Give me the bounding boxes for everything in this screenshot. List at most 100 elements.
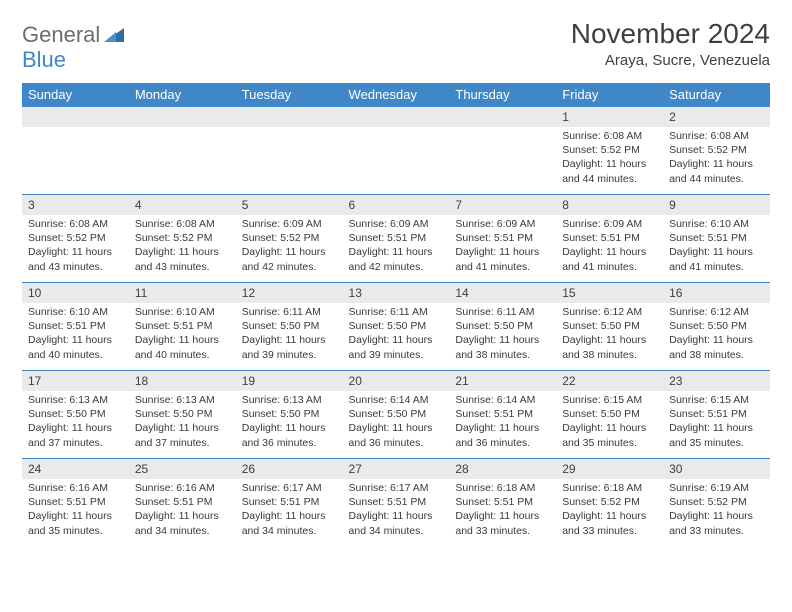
day-line: Daylight: 11 hours (242, 333, 337, 347)
calendar-cell (449, 107, 556, 195)
calendar-cell: 28Sunrise: 6:18 AMSunset: 5:51 PMDayligh… (449, 459, 556, 547)
month-title: November 2024 (571, 18, 770, 50)
day-content: Sunrise: 6:15 AMSunset: 5:50 PMDaylight:… (556, 391, 663, 452)
day-line: Sunrise: 6:10 AM (669, 217, 764, 231)
logo-text-blue: Blue (22, 47, 770, 73)
calendar-cell: 6Sunrise: 6:09 AMSunset: 5:51 PMDaylight… (343, 195, 450, 283)
calendar-cell: 27Sunrise: 6:17 AMSunset: 5:51 PMDayligh… (343, 459, 450, 547)
calendar-head: SundayMondayTuesdayWednesdayThursdayFrid… (22, 83, 770, 107)
day-content: Sunrise: 6:08 AMSunset: 5:52 PMDaylight:… (663, 127, 770, 188)
day-line: Daylight: 11 hours (135, 333, 230, 347)
day-line: Sunrise: 6:14 AM (349, 393, 444, 407)
day-number: 3 (22, 195, 129, 215)
day-number: 15 (556, 283, 663, 303)
day-content: Sunrise: 6:10 AMSunset: 5:51 PMDaylight:… (663, 215, 770, 276)
day-line: Daylight: 11 hours (455, 333, 550, 347)
day-line: and 33 minutes. (562, 524, 657, 538)
day-content: Sunrise: 6:17 AMSunset: 5:51 PMDaylight:… (343, 479, 450, 540)
day-line: Daylight: 11 hours (669, 333, 764, 347)
logo-text-general: General (22, 22, 100, 48)
day-number: 12 (236, 283, 343, 303)
day-content: Sunrise: 6:18 AMSunset: 5:51 PMDaylight:… (449, 479, 556, 540)
day-line: Sunrise: 6:08 AM (135, 217, 230, 231)
day-number: 6 (343, 195, 450, 215)
day-line: Daylight: 11 hours (669, 509, 764, 523)
day-line: Sunset: 5:51 PM (349, 231, 444, 245)
calendar-cell: 23Sunrise: 6:15 AMSunset: 5:51 PMDayligh… (663, 371, 770, 459)
day-number: 19 (236, 371, 343, 391)
day-line: Sunset: 5:52 PM (242, 231, 337, 245)
day-number: 10 (22, 283, 129, 303)
calendar-cell: 18Sunrise: 6:13 AMSunset: 5:50 PMDayligh… (129, 371, 236, 459)
day-line: Sunrise: 6:13 AM (242, 393, 337, 407)
day-content: Sunrise: 6:15 AMSunset: 5:51 PMDaylight:… (663, 391, 770, 452)
day-content: Sunrise: 6:17 AMSunset: 5:51 PMDaylight:… (236, 479, 343, 540)
day-line: Sunset: 5:50 PM (242, 407, 337, 421)
day-line: Daylight: 11 hours (669, 421, 764, 435)
day-line: Sunset: 5:52 PM (669, 143, 764, 157)
day-line: Sunset: 5:51 PM (455, 495, 550, 509)
day-content: Sunrise: 6:16 AMSunset: 5:51 PMDaylight:… (129, 479, 236, 540)
day-line: and 35 minutes. (28, 524, 123, 538)
day-line: and 36 minutes. (349, 436, 444, 450)
day-number: 30 (663, 459, 770, 479)
day-line: Sunset: 5:51 PM (455, 407, 550, 421)
day-header: Tuesday (236, 83, 343, 107)
day-line: Daylight: 11 hours (242, 509, 337, 523)
day-line: Sunset: 5:50 PM (669, 319, 764, 333)
day-line: Sunset: 5:50 PM (349, 319, 444, 333)
calendar-cell: 14Sunrise: 6:11 AMSunset: 5:50 PMDayligh… (449, 283, 556, 371)
day-line: Sunset: 5:50 PM (562, 319, 657, 333)
day-line: Daylight: 11 hours (135, 421, 230, 435)
day-number (236, 107, 343, 127)
day-line: Sunrise: 6:12 AM (562, 305, 657, 319)
day-line: Sunrise: 6:18 AM (455, 481, 550, 495)
calendar-cell: 3Sunrise: 6:08 AMSunset: 5:52 PMDaylight… (22, 195, 129, 283)
day-content: Sunrise: 6:11 AMSunset: 5:50 PMDaylight:… (449, 303, 556, 364)
day-line: Sunrise: 6:18 AM (562, 481, 657, 495)
day-line: Sunrise: 6:16 AM (28, 481, 123, 495)
day-header: Thursday (449, 83, 556, 107)
day-line: Sunrise: 6:19 AM (669, 481, 764, 495)
calendar-cell: 2Sunrise: 6:08 AMSunset: 5:52 PMDaylight… (663, 107, 770, 195)
day-line: Daylight: 11 hours (562, 333, 657, 347)
day-line: and 35 minutes. (669, 436, 764, 450)
calendar-cell: 15 Sunrise: 6:12 AMSunset: 5:50 PMDayligh… (556, 283, 663, 371)
day-content: Sunrise: 6:08 AMSunset: 5:52 PMDaylight:… (129, 215, 236, 276)
calendar-cell: 21Sunrise: 6:14 AMSunset: 5:51 PMDayligh… (449, 371, 556, 459)
day-line: and 38 minutes. (669, 348, 764, 362)
calendar-body: 1Sunrise: 6:08 AMSunset: 5:52 PMDaylight… (22, 107, 770, 547)
day-line: Sunset: 5:50 PM (562, 407, 657, 421)
day-line: Daylight: 11 hours (242, 421, 337, 435)
day-line: and 41 minutes. (669, 260, 764, 274)
day-line: Daylight: 11 hours (28, 421, 123, 435)
day-line: Daylight: 11 hours (135, 245, 230, 259)
day-content: Sunrise: 6:13 AMSunset: 5:50 PMDaylight:… (129, 391, 236, 452)
day-header: Friday (556, 83, 663, 107)
calendar-cell: 1Sunrise: 6:08 AMSunset: 5:52 PMDaylight… (556, 107, 663, 195)
day-line: Sunrise: 6:09 AM (349, 217, 444, 231)
day-content: Sunrise: 6:09 AMSunset: 5:51 PMDaylight:… (449, 215, 556, 276)
day-line: and 44 minutes. (562, 172, 657, 186)
calendar-cell: 20Sunrise: 6:14 AMSunset: 5:50 PMDayligh… (343, 371, 450, 459)
calendar-cell: 17Sunrise: 6:13 AMSunset: 5:50 PMDayligh… (22, 371, 129, 459)
day-number: 23 (663, 371, 770, 391)
day-line: Sunrise: 6:11 AM (349, 305, 444, 319)
day-line: Daylight: 11 hours (455, 509, 550, 523)
day-line: Sunset: 5:52 PM (28, 231, 123, 245)
day-line: Sunrise: 6:15 AM (562, 393, 657, 407)
calendar-cell (129, 107, 236, 195)
day-line: Sunrise: 6:08 AM (28, 217, 123, 231)
day-content (343, 127, 450, 131)
day-content: Sunrise: 6:13 AMSunset: 5:50 PMDaylight:… (236, 391, 343, 452)
day-line: and 33 minutes. (669, 524, 764, 538)
day-line: Sunset: 5:52 PM (135, 231, 230, 245)
calendar-week: 1Sunrise: 6:08 AMSunset: 5:52 PMDaylight… (22, 107, 770, 195)
day-header: Sunday (22, 83, 129, 107)
day-line: Sunrise: 6:16 AM (135, 481, 230, 495)
day-number: 16 (663, 283, 770, 303)
day-line: Sunset: 5:52 PM (562, 495, 657, 509)
day-line: Sunrise: 6:13 AM (135, 393, 230, 407)
day-line: Sunrise: 6:09 AM (562, 217, 657, 231)
day-line: and 41 minutes. (455, 260, 550, 274)
